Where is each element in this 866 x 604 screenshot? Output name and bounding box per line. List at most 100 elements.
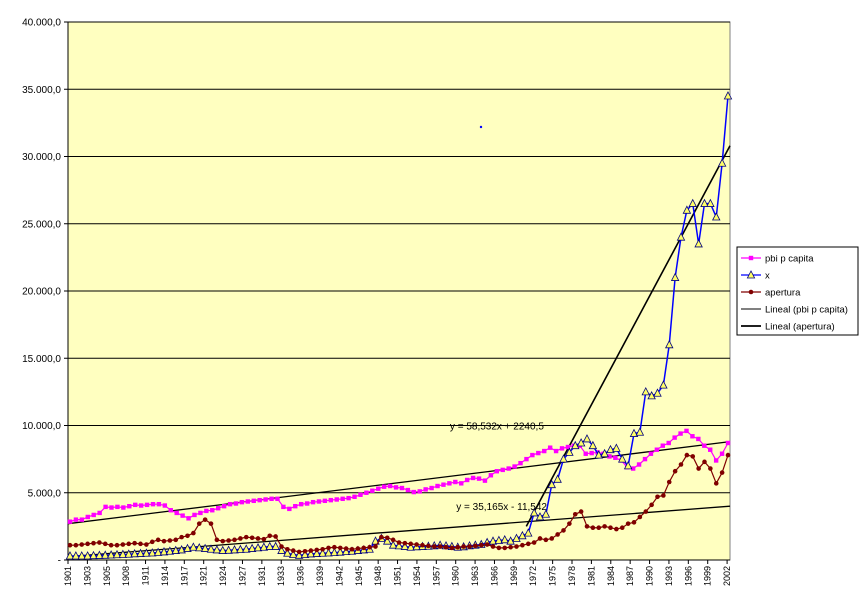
x-tick-label: 1914	[160, 566, 170, 586]
data-point-2	[455, 544, 461, 550]
x-tick-label: 1927	[237, 566, 247, 586]
data-point-2	[478, 542, 484, 548]
data-point-2	[173, 537, 179, 543]
data-point-0	[310, 499, 316, 505]
data-point-1	[388, 540, 398, 549]
legend-marker-circle	[748, 289, 754, 295]
data-point-2	[326, 545, 331, 551]
data-point-2	[273, 534, 278, 539]
legend-marker-triangle	[746, 270, 756, 279]
data-point-0	[192, 512, 197, 518]
data-point-2	[484, 542, 490, 547]
data-point-0	[672, 435, 677, 440]
x-tick-label: 1975	[548, 566, 558, 586]
x-tick-label: 1911	[141, 566, 151, 585]
data-point-0	[393, 485, 399, 490]
data-point-1	[688, 198, 698, 207]
data-point-2	[614, 526, 619, 532]
data-point-0	[138, 503, 144, 508]
y-tick-label: 35.000,0	[22, 85, 61, 96]
data-point-2	[584, 524, 590, 529]
x-tick-label: 1981	[586, 566, 596, 586]
data-point-2	[126, 541, 132, 547]
data-point-0	[613, 455, 618, 460]
data-point-1	[288, 549, 298, 559]
data-point-2	[343, 546, 349, 551]
data-point-2	[520, 542, 525, 548]
data-point-1	[112, 549, 122, 559]
x-tick-label: 1948	[373, 566, 383, 586]
data-point-2	[649, 502, 654, 508]
data-point-1	[623, 460, 633, 470]
data-point-1	[700, 198, 709, 207]
data-point-0	[642, 456, 648, 462]
data-point-0	[583, 451, 588, 456]
data-point-1	[371, 536, 380, 545]
data-point-0	[127, 504, 132, 509]
data-point-0	[719, 451, 725, 456]
data-point-2	[91, 540, 96, 546]
x-tick-label: 1957	[431, 566, 441, 586]
data-point-2	[202, 517, 208, 522]
data-point-0	[459, 481, 464, 486]
data-point-2	[502, 545, 508, 551]
data-point-1	[676, 232, 686, 241]
data-point-2	[426, 543, 431, 549]
data-point-2	[531, 540, 537, 545]
x-tick-label: 1924	[218, 566, 228, 586]
data-point-0	[109, 505, 114, 510]
data-point-2	[232, 537, 237, 543]
data-point-2	[296, 549, 302, 555]
data-point-1	[283, 548, 292, 557]
data-point-2	[196, 521, 202, 526]
stray-point	[479, 125, 483, 129]
data-point-1	[194, 543, 204, 552]
data-point-2	[179, 534, 184, 540]
data-point-2	[473, 543, 478, 549]
data-point-2	[666, 479, 672, 485]
data-point-0	[702, 443, 707, 448]
data-point-0	[524, 456, 529, 462]
data-point-1	[512, 533, 521, 542]
data-point-1	[600, 448, 609, 458]
data-point-0	[547, 445, 553, 450]
data-point-0	[352, 494, 357, 499]
data-point-1	[247, 543, 257, 552]
data-point-0	[198, 510, 203, 516]
data-point-1	[535, 512, 545, 521]
x-tick-label: 1999	[703, 566, 713, 586]
data-point-1	[118, 549, 128, 558]
data-point-0	[144, 502, 150, 508]
data-point-2	[643, 509, 649, 514]
data-point-0	[358, 492, 363, 497]
data-point-2	[320, 546, 325, 552]
data-point-0	[79, 517, 85, 522]
data-point-1	[200, 543, 210, 552]
data-point-0	[210, 508, 215, 513]
data-point-2	[525, 541, 531, 547]
data-point-2	[690, 454, 696, 459]
data-point-2	[543, 537, 549, 543]
data-point-2	[332, 544, 337, 550]
data-point-0	[518, 460, 523, 466]
data-point-2	[437, 544, 443, 549]
data-point-1	[312, 548, 322, 557]
data-point-1	[218, 545, 228, 554]
data-point-1	[136, 548, 145, 557]
data-point-1	[523, 528, 533, 537]
data-point-0	[708, 447, 713, 452]
data-point-0	[453, 479, 458, 485]
data-point-0	[447, 481, 452, 486]
data-point-2	[85, 541, 90, 547]
x-tick-label: 1978	[567, 566, 577, 586]
data-point-2	[390, 537, 396, 543]
data-point-0	[654, 447, 660, 452]
data-point-2	[79, 542, 85, 547]
data-point-2	[696, 466, 701, 471]
data-point-1	[189, 542, 198, 551]
data-point-0	[470, 475, 476, 481]
data-point-1	[547, 479, 557, 489]
data-point-1	[83, 551, 92, 560]
data-point-0	[506, 466, 511, 471]
data-point-0	[257, 497, 262, 503]
